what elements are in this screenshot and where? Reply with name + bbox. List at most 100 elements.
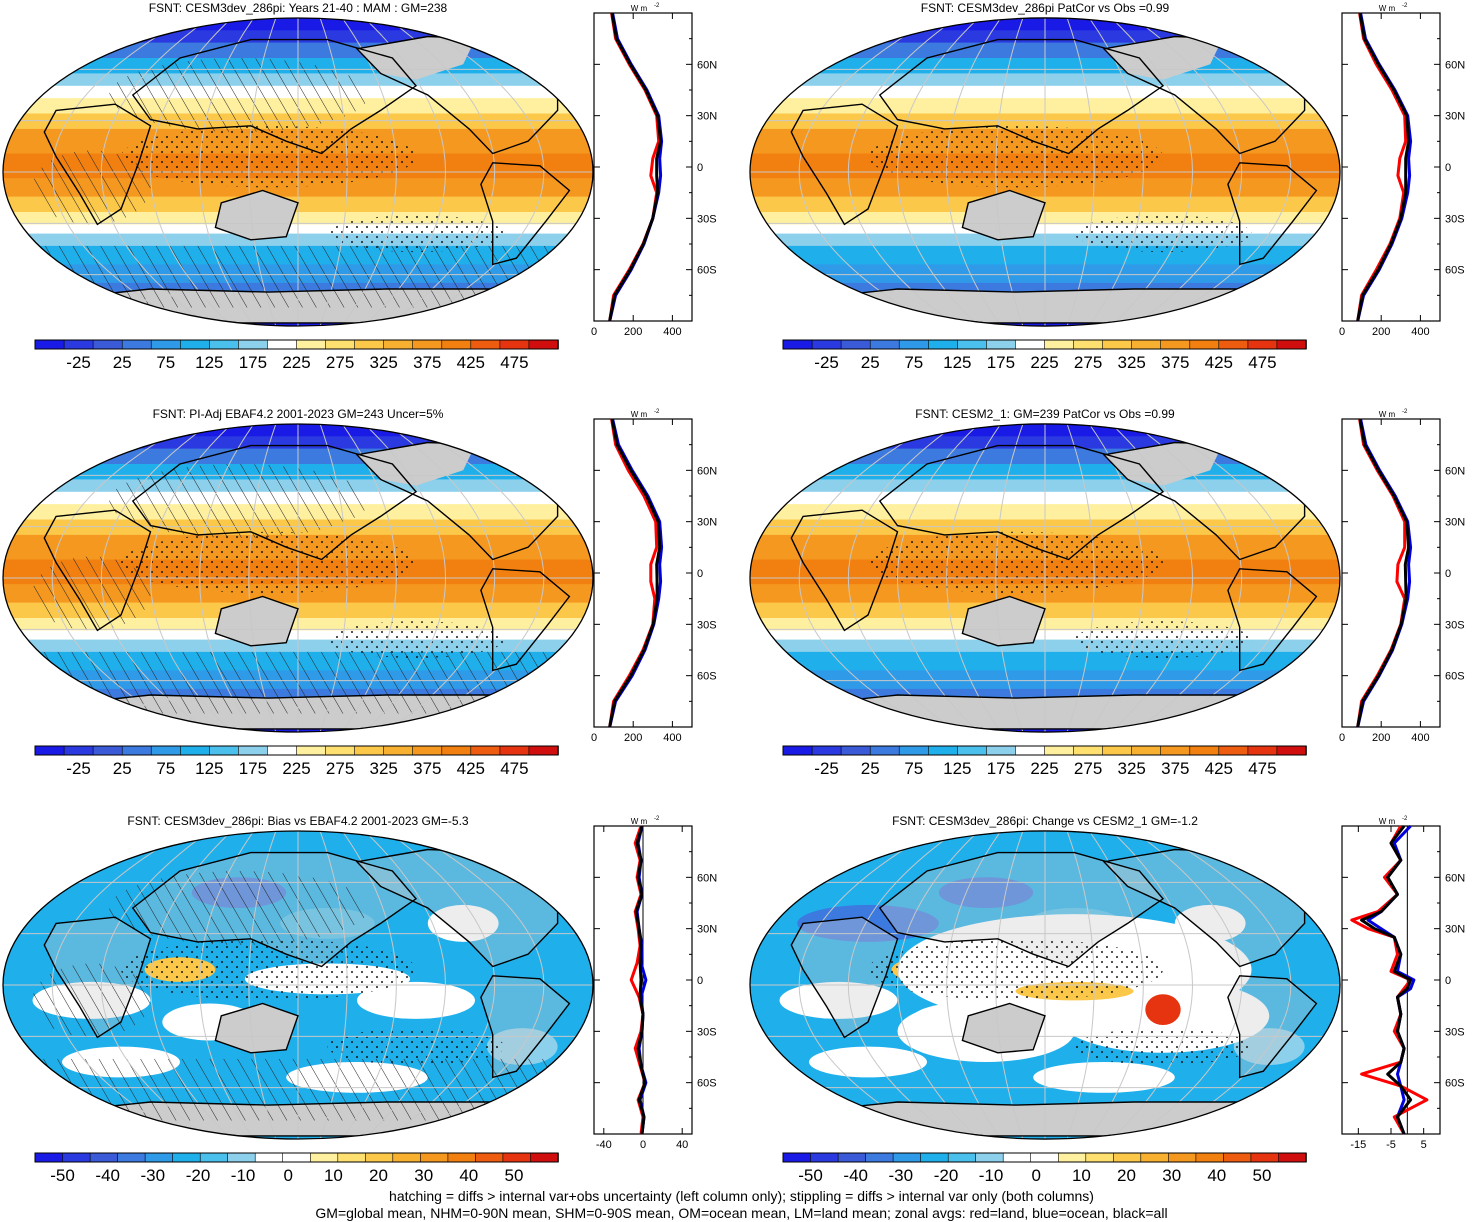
colorbar-swatch xyxy=(62,1152,91,1163)
colorbar-swatch xyxy=(1250,1152,1280,1163)
lat-tick-label: 60N xyxy=(1445,465,1465,477)
colorbar-swatch xyxy=(986,745,1017,756)
x-tick-label: 0 xyxy=(591,326,597,338)
colorbar-label: 425 xyxy=(1205,759,1233,778)
zonal-line-all xyxy=(1356,12,1411,322)
colorbar-label: -10 xyxy=(231,1166,256,1185)
zonal-mean-plot-3: 60N 30N 0 30S 60S 0 200 400 W m -2 xyxy=(591,409,717,744)
colorbar-swatch xyxy=(475,1152,504,1163)
lat-tick-label: 60N xyxy=(1445,59,1465,71)
coastline-southamerica xyxy=(480,975,571,1079)
colorbar-swatch xyxy=(34,1152,64,1163)
colorbar-swatch xyxy=(530,1152,559,1163)
lat-tick-label: 60N xyxy=(697,872,717,884)
zonal-mean-plot-1: 60N 30N 0 30S 60S 0 200 400 W m -2 xyxy=(591,3,717,338)
panel-title: FSNT: PI-Adj EBAF4.2 2001-2023 GM=243 Un… xyxy=(153,407,444,421)
lat-tick-label: 30S xyxy=(1445,213,1465,225)
colorbar-5: -50 -40 -30 -20 -10 0 10 20 30 40 50 xyxy=(34,1152,559,1185)
colorbar-label: 275 xyxy=(326,759,354,778)
colorbar-swatch xyxy=(282,1152,312,1163)
zonal-frame xyxy=(1341,418,1441,728)
colorbar-swatch xyxy=(1276,339,1307,350)
x-tick-label: -5 xyxy=(1386,1139,1396,1151)
colorbar-swatch xyxy=(1218,339,1249,350)
colorbar-label: 20 xyxy=(1117,1166,1136,1185)
zonal-line-all xyxy=(608,418,662,728)
lat-tick-label: 30N xyxy=(1445,517,1465,529)
coastline-australia xyxy=(961,1002,1046,1054)
coastline-southamerica xyxy=(1227,975,1318,1079)
colorbar-swatch xyxy=(1044,339,1075,350)
colorbar-swatch xyxy=(180,745,211,756)
colorbar-swatch xyxy=(1223,1152,1252,1163)
colorbar-swatch xyxy=(810,1152,839,1163)
colorbar-label: 175 xyxy=(987,759,1015,778)
colorbar-2: -25 25 75 125 175 225 275 325 375 425 475 xyxy=(782,339,1307,372)
colorbar-swatch xyxy=(227,1152,256,1163)
colorbar-swatch xyxy=(199,1152,229,1163)
units-exponent: -2 xyxy=(654,816,660,822)
colorbar-label: 75 xyxy=(156,759,175,778)
colorbar-swatch xyxy=(956,745,988,756)
coastline-africa xyxy=(790,103,899,226)
colorbar-label: 40 xyxy=(1207,1166,1226,1185)
colorbar-swatch xyxy=(180,339,211,350)
colorbar-swatch xyxy=(975,1152,1005,1163)
colorbar-label: -25 xyxy=(66,759,91,778)
map-panel-1: FSNT: CESM3dev_286pi: Years 21-40 : MAM … xyxy=(2,1,594,327)
colorbar-swatch xyxy=(499,745,530,756)
colorbar-swatch xyxy=(782,745,813,756)
map-panel-6: FSNT: CESM3dev_286pi: Change vs CESM2_1 … xyxy=(749,814,1341,1140)
colorbar-label: 475 xyxy=(1248,353,1276,372)
panel-title: FSNT: CESM2_1: GM=239 PatCor vs Obs =0.9… xyxy=(915,407,1175,421)
panel-title: FSNT: CESM3dev_286pi: Bias vs EBAF4.2 20… xyxy=(127,814,468,828)
colorbar-swatch xyxy=(117,1152,146,1163)
coastline-southamerica xyxy=(480,162,571,266)
colorbar-label: 425 xyxy=(1205,353,1233,372)
lat-tick-label: 0 xyxy=(1445,162,1451,174)
colorbar-swatch xyxy=(337,1152,367,1163)
colorbar-label: 425 xyxy=(457,759,485,778)
colorbar-swatch xyxy=(354,339,385,350)
lat-tick-label: 30S xyxy=(697,1026,717,1038)
colorbar-swatch xyxy=(1131,339,1162,350)
map-border xyxy=(749,17,1341,327)
footer-line-hatching: hatching = diffs > internal var+obs unce… xyxy=(389,1188,1094,1204)
x-tick-label: -15 xyxy=(1350,1139,1366,1151)
x-tick-label: 200 xyxy=(1372,732,1390,744)
colorbar-swatch xyxy=(209,745,240,756)
x-tick-label: 400 xyxy=(1411,326,1429,338)
colorbar-label: 375 xyxy=(413,759,441,778)
coastline-southamerica xyxy=(480,568,571,672)
colorbar-swatch xyxy=(1015,745,1046,756)
map-border xyxy=(2,830,594,1140)
units-label: W m xyxy=(631,410,648,419)
map-field xyxy=(3,831,593,1139)
coastline-africa xyxy=(43,509,152,632)
lat-tick-label: 30N xyxy=(697,517,717,529)
colorbar-swatch xyxy=(383,339,414,350)
map-field xyxy=(3,424,593,732)
colorbar-swatch xyxy=(172,1152,201,1163)
colorbar-label: -40 xyxy=(843,1166,868,1185)
colorbar-swatch xyxy=(1160,339,1191,350)
colorbar-label: 275 xyxy=(326,353,354,372)
coastline-southamerica xyxy=(1227,162,1318,266)
colorbar-swatch xyxy=(309,1152,339,1163)
x-tick-label: 400 xyxy=(663,732,681,744)
colorbar-swatch xyxy=(1131,745,1162,756)
colorbar-swatch xyxy=(502,1152,532,1163)
lat-tick-label: 0 xyxy=(1445,568,1451,580)
coastline-australia xyxy=(214,595,299,647)
x-tick-label: -40 xyxy=(596,1139,612,1151)
lat-tick-label: 60S xyxy=(697,1078,717,1090)
zonal-line-all xyxy=(1360,825,1413,1135)
colorbar-swatch xyxy=(63,745,94,756)
colorbar-swatch xyxy=(869,339,901,350)
zonal-frame xyxy=(1341,12,1441,322)
colorbar-3: -25 25 75 125 175 225 275 325 375 425 475 xyxy=(34,745,559,778)
coastline-asia xyxy=(131,38,418,155)
lat-tick-label: 30N xyxy=(1445,924,1465,936)
colorbar-swatch xyxy=(1113,1152,1142,1163)
colorbar-swatch xyxy=(470,745,501,756)
